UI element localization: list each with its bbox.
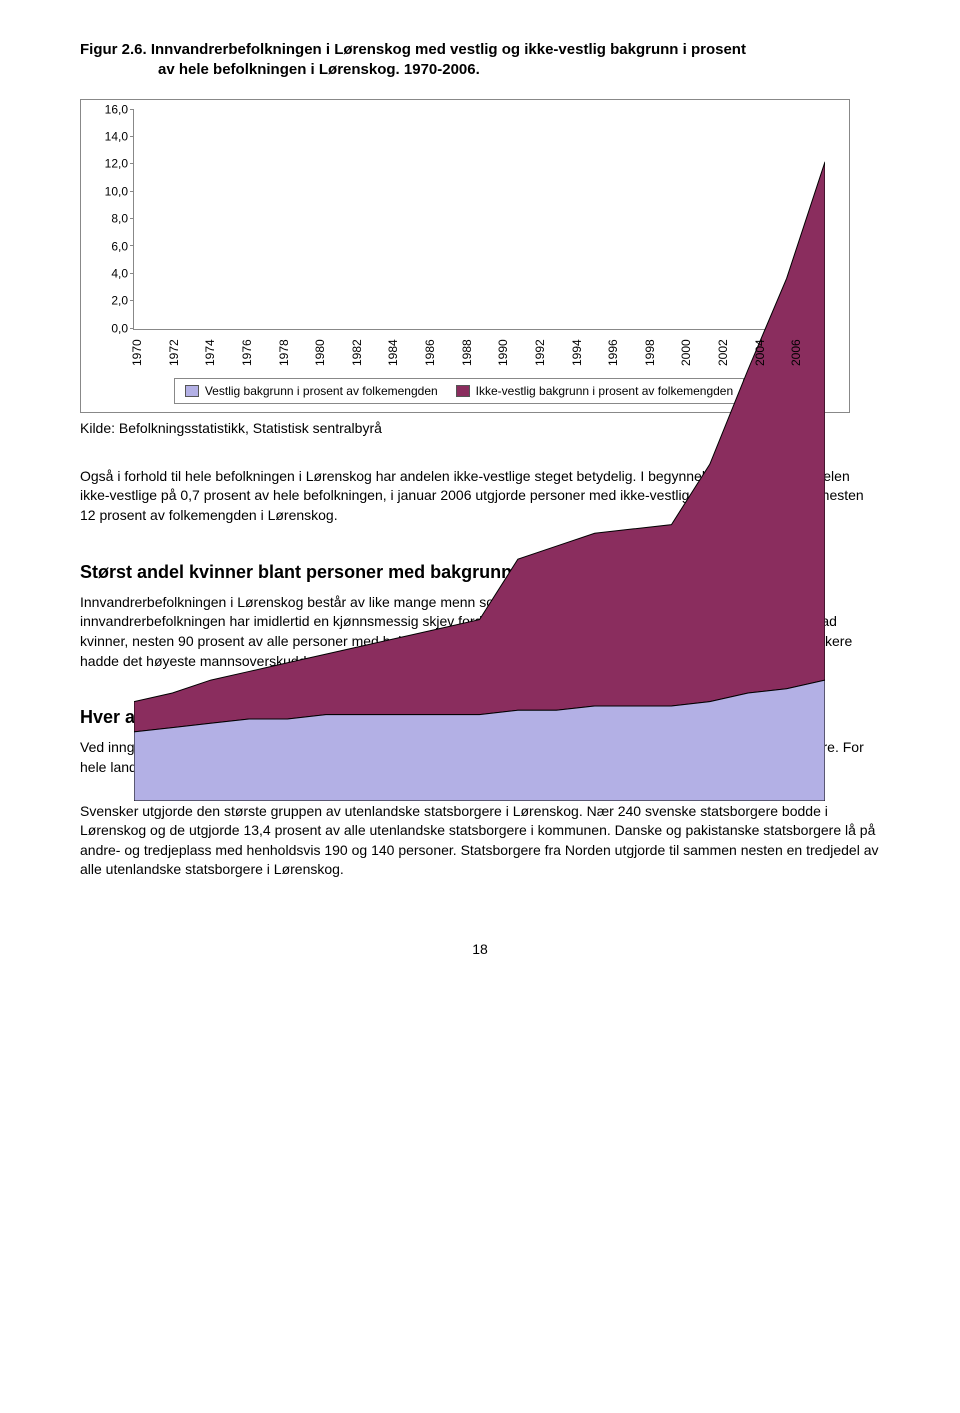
chart-x-labels: 1970197219741976197819801982198419861988… (129, 334, 825, 372)
chart-y-tick: 6,0 (94, 238, 128, 255)
chart-x-tick: 1998 (642, 334, 679, 372)
chart-y-tick: 2,0 (94, 293, 128, 310)
chart-y-tick: 12,0 (94, 156, 128, 173)
area-chart: 0,02,04,06,08,010,012,014,016,0 19701972… (93, 110, 825, 372)
figure-title-line1: Figur 2.6. Innvandrerbefolkningen i Løre… (80, 41, 746, 58)
chart-x-tick: 1988 (459, 334, 496, 372)
chart-x-tick: 1972 (166, 334, 203, 372)
chart-x-tick: 1986 (422, 334, 459, 372)
chart-x-tick: 1982 (349, 334, 386, 372)
figure-title: Figur 2.6. Innvandrerbefolkningen i Løre… (80, 40, 880, 81)
chart-x-tick: 1970 (129, 334, 166, 372)
chart-container: 0,02,04,06,08,010,012,014,016,0 19701972… (80, 99, 850, 414)
figure-title-line2: av hele befolkningen i Lørenskog. 1970-2… (80, 60, 880, 80)
chart-y-tick: 10,0 (94, 183, 128, 200)
chart-x-tick: 1980 (312, 334, 349, 372)
chart-y-tick: 8,0 (94, 211, 128, 228)
page-number: 18 (80, 940, 880, 960)
chart-x-tick: 1992 (532, 334, 569, 372)
chart-x-tick: 1994 (569, 334, 606, 372)
chart-y-tick: 4,0 (94, 265, 128, 282)
chart-x-tick: 1974 (202, 334, 239, 372)
chart-x-tick: 2000 (678, 334, 715, 372)
chart-y-tick: 0,0 (94, 320, 128, 337)
chart-x-tick: 2002 (715, 334, 752, 372)
paragraph: Svensker utgjorde den største gruppen av… (80, 802, 880, 880)
chart-y-tick: 14,0 (94, 128, 128, 145)
chart-x-tick: 2006 (788, 334, 825, 372)
chart-plot-area: 0,02,04,06,08,010,012,014,016,0 (133, 110, 825, 330)
chart-y-tick: 16,0 (94, 101, 128, 118)
chart-svg (134, 110, 825, 801)
chart-x-tick: 1976 (239, 334, 276, 372)
chart-x-tick: 1984 (385, 334, 422, 372)
chart-x-tick: 1978 (276, 334, 313, 372)
chart-x-tick: 2004 (752, 334, 789, 372)
chart-x-tick: 1996 (605, 334, 642, 372)
chart-x-tick: 1990 (495, 334, 532, 372)
